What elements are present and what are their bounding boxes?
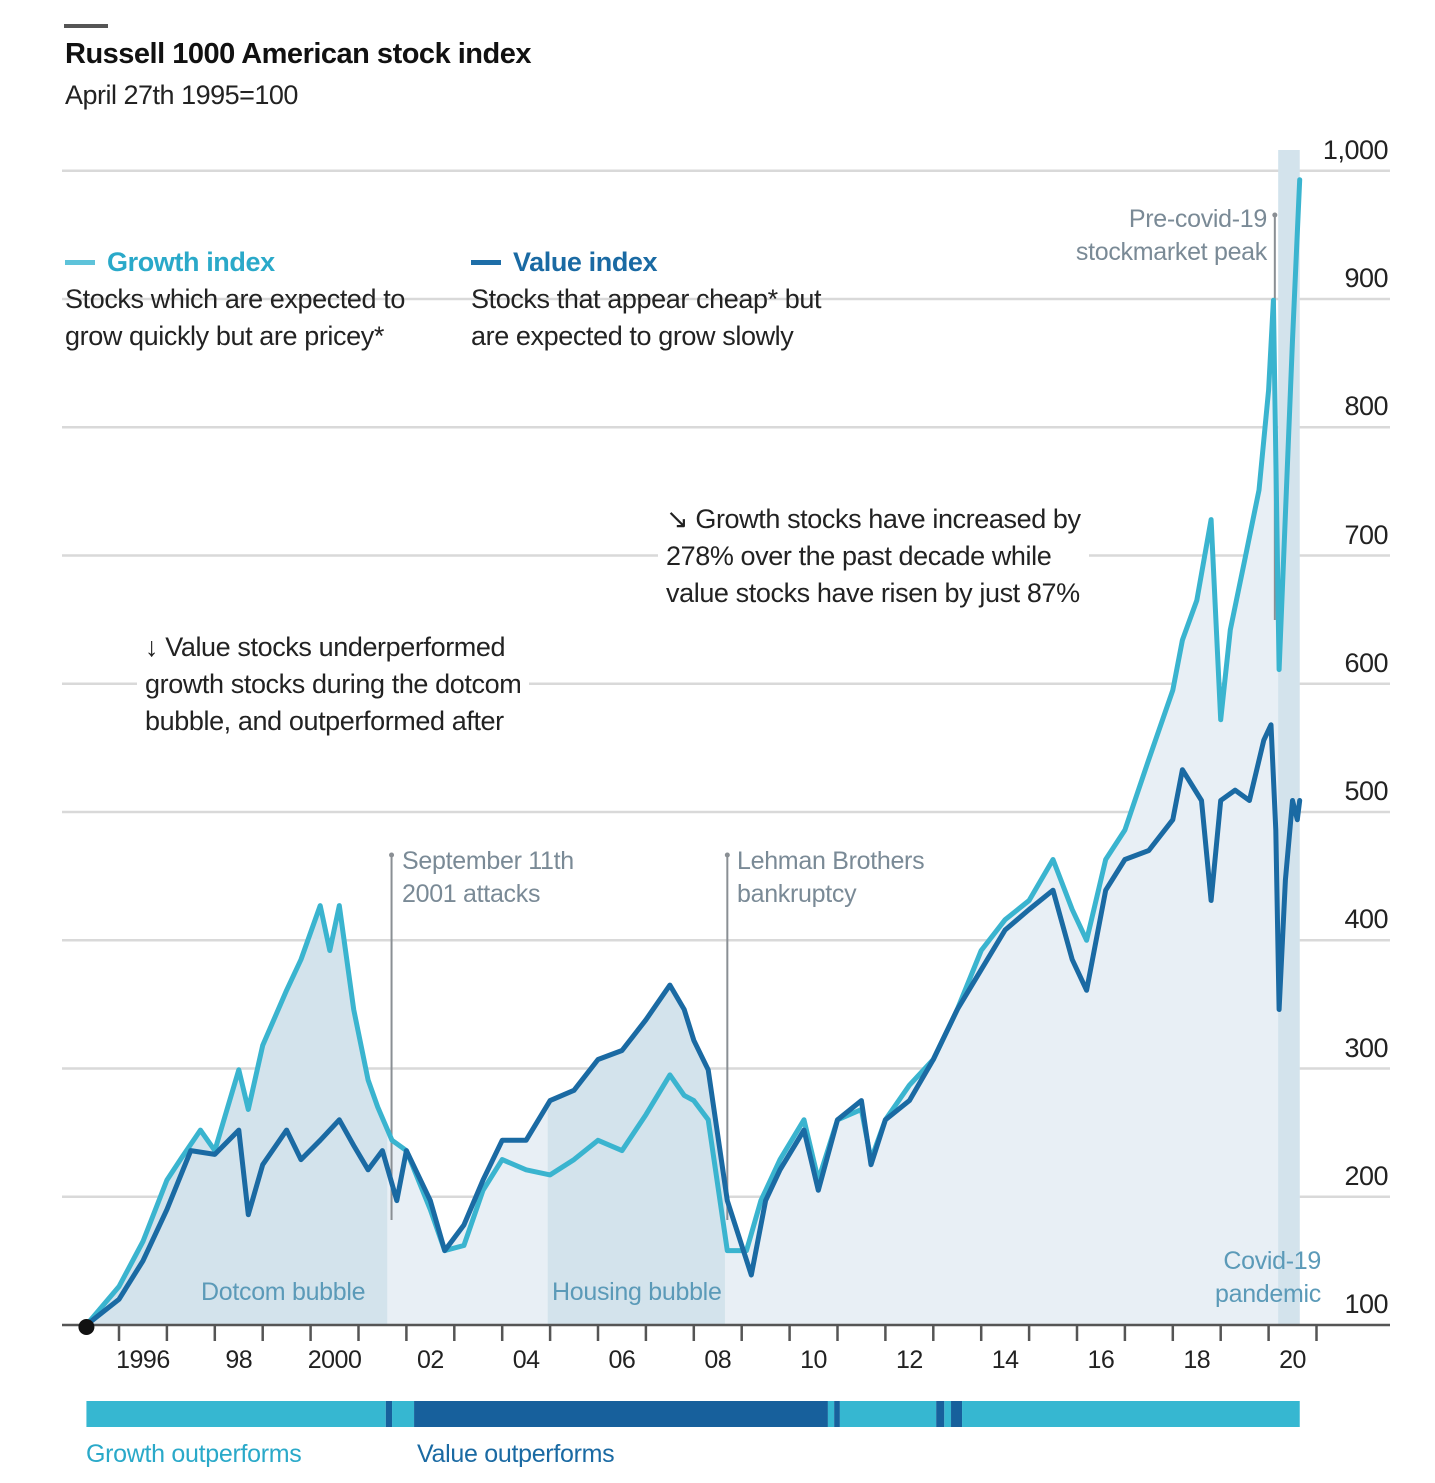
y-tick-label: 1,000 (1322, 134, 1389, 165)
annotation-dotcom: ↓ Value stocks underperformed growth sto… (137, 629, 530, 740)
y-tick-label: 700 (1344, 519, 1388, 550)
legend-growth-desc-2: grow quickly but are pricey* (65, 321, 384, 351)
event-marker-dot (1272, 212, 1278, 218)
x-tick-label: 02 (416, 1346, 444, 1374)
y-tick-label: 500 (1344, 776, 1388, 806)
x-tick-label: 18 (1183, 1346, 1211, 1374)
y-tick-label: 400 (1344, 904, 1388, 935)
bar-segment-value (834, 1401, 840, 1427)
annotation-decade-line2: 278% over the past decade while (666, 541, 1052, 571)
shaded-period (1278, 150, 1300, 1325)
x-tick-label: 98 (225, 1346, 253, 1374)
y-tick-label: 800 (1344, 391, 1388, 422)
bar-segment-growth (962, 1401, 1300, 1427)
x-tick-label: 08 (704, 1346, 732, 1374)
bar-segment-growth (944, 1401, 952, 1427)
event-label-lehman: Lehman Brothers bankruptcy (737, 845, 925, 911)
bar-segment-value (385, 1401, 393, 1427)
y-tick-label: 200 (1344, 1160, 1388, 1191)
x-tick-label: 14 (991, 1346, 1019, 1374)
x-tick-label: 2000 (307, 1346, 362, 1374)
shade-label-housing: Housing bubble (552, 1278, 722, 1306)
annotation-decade-line1: Growth stocks have increased by (695, 504, 1081, 534)
annotation-dotcom-line2: growth stocks during the dotcom (145, 669, 522, 699)
shade-label-covid-line2: pandemic (1215, 1280, 1321, 1308)
bar-segment-growth (839, 1401, 937, 1427)
bar-segment-value (936, 1401, 945, 1427)
event-marker-dot (389, 852, 395, 858)
series-lines (83, 177, 1303, 1328)
annotation-decade: ↘ Growth stocks have increased by 278% o… (658, 501, 1089, 612)
y-tick-label: 100 (1344, 1289, 1388, 1319)
legend-value-label: Value index (513, 247, 658, 277)
value-index-line (83, 722, 1303, 1328)
annotation-dotcom-line3: bubble, and outperformed after (145, 706, 504, 736)
value-outperforms-label: Value outperforms (417, 1440, 615, 1468)
x-tick-label: 20 (1279, 1346, 1306, 1374)
event-sept11-line2: 2001 attacks (402, 880, 541, 908)
event-precovid-line1: Pre-covid-19 (1128, 205, 1267, 233)
bar-segment-growth (392, 1401, 415, 1427)
legend-growth: Growth index Stocks which are expected t… (65, 244, 405, 355)
x-tick-label: 04 (512, 1346, 540, 1374)
annotation-dotcom-line1: Value stocks underperformed (165, 632, 506, 662)
shade-label-dotcom: Dotcom bubble (201, 1278, 366, 1306)
legend-growth-desc-1: Stocks which are expected to (65, 284, 405, 314)
x-tick-label: 06 (608, 1346, 636, 1374)
x-axis (62, 1319, 1390, 1341)
event-label-precovid-peak: Pre-covid-19 stockmarket peak (1076, 203, 1267, 269)
y-tick-label: 900 (1344, 263, 1388, 293)
arrow-down-icon: ↓ (145, 632, 159, 662)
value-swatch-icon (471, 260, 501, 265)
event-lehman-line1: Lehman Brothers (737, 847, 925, 875)
bar-segment-growth (86, 1401, 386, 1427)
legend-value: Value index Stocks that appear cheap* bu… (471, 244, 822, 355)
bar-segment-value (951, 1401, 963, 1427)
event-label-sept11: September 11th 2001 attacks (402, 845, 574, 911)
x-tick-label: 1996 (116, 1346, 170, 1374)
y-tick-label: 600 (1344, 647, 1388, 678)
event-sept11-line1: September 11th (402, 847, 574, 875)
x-tick-label: 12 (895, 1346, 923, 1374)
event-marker-dot (724, 852, 730, 858)
annotation-decade-line3: value stocks have risen by just 87% (666, 578, 1080, 608)
arrow-down-right-icon: ↘ (666, 504, 689, 534)
y-tick-label: 300 (1344, 1032, 1388, 1063)
header-rule (64, 24, 108, 28)
shade-label-covid-line1: Covid-19 (1223, 1247, 1321, 1275)
x-tick-label: 16 (1087, 1346, 1115, 1374)
performance-bar (86, 1401, 1300, 1427)
growth-index-line (83, 177, 1303, 1328)
legend-value-desc-2: are expected to grow slowly (471, 321, 794, 351)
origin-dot (78, 1319, 95, 1335)
bar-segment-growth (827, 1401, 835, 1427)
x-tick-label: 10 (800, 1346, 827, 1374)
legend-growth-label: Growth index (107, 247, 275, 277)
area-under-curve (86, 190, 1300, 1325)
chart-title: Russell 1000 American stock index (65, 38, 532, 70)
chart-subtitle: April 27th 1995=100 (65, 80, 298, 110)
growth-swatch-icon (65, 260, 95, 265)
event-precovid-line2: stockmarket peak (1075, 238, 1267, 266)
event-lehman-line2: bankruptcy (737, 880, 857, 908)
bar-segment-value (414, 1401, 828, 1427)
legend-value-desc-1: Stocks that appear cheap* but (471, 284, 822, 314)
growth-outperforms-label: Growth outperforms (86, 1440, 302, 1468)
shade-label-covid: Covid-19 pandemic (1215, 1245, 1321, 1311)
